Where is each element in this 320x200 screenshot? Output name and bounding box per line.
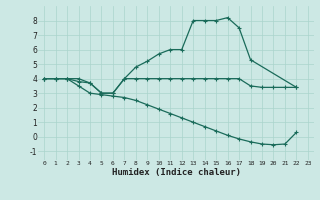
X-axis label: Humidex (Indice chaleur): Humidex (Indice chaleur)	[111, 168, 241, 177]
